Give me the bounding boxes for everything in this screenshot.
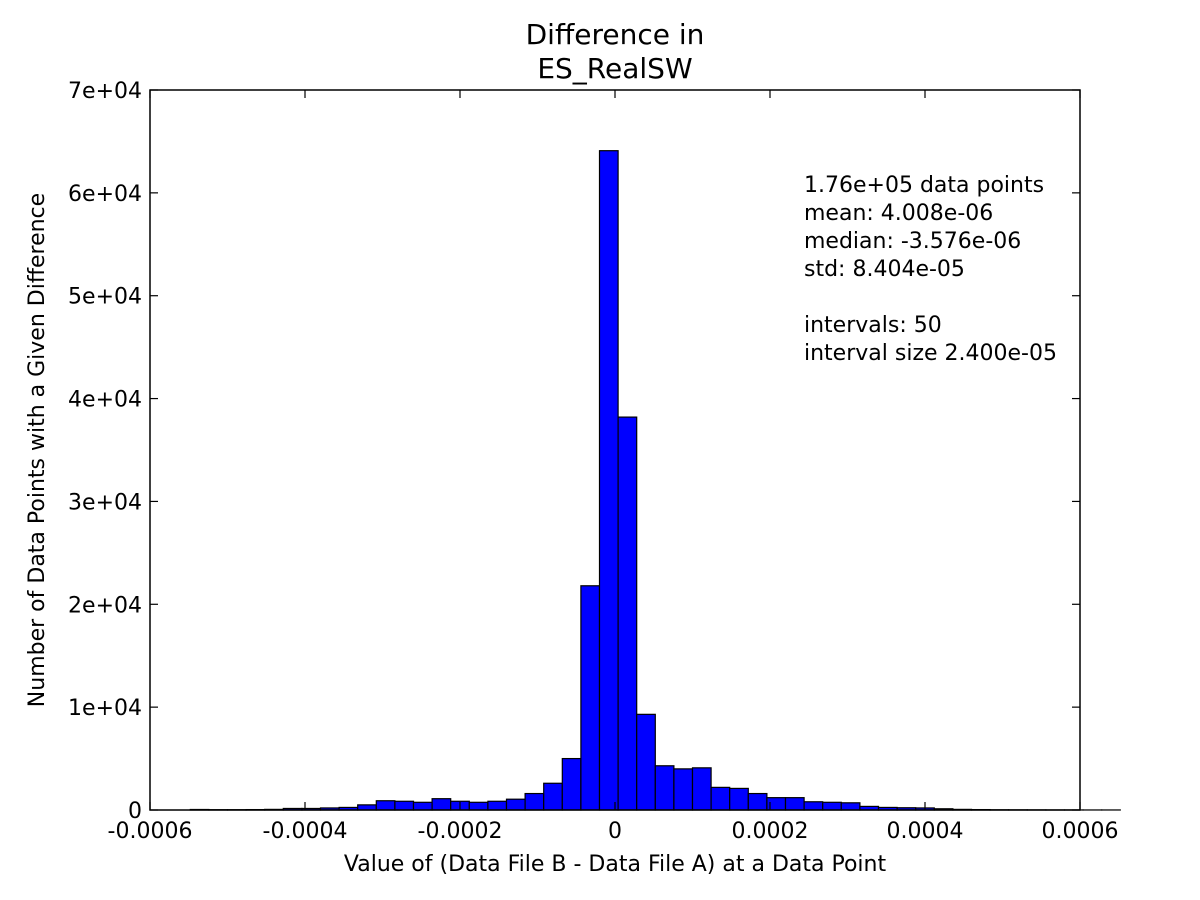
x-tick-label: -0.0006: [108, 819, 193, 844]
stat-interval-size: interval size 2.400e-05: [804, 341, 1057, 366]
stat-data-points: 1.76e+05 data points: [804, 173, 1044, 198]
y-tick-label: 1e+04: [68, 696, 142, 721]
x-tick-label: 0: [608, 819, 622, 844]
x-tick-label: 0.0006: [1042, 819, 1119, 844]
axis-tick-labels: -0.0006 -0.0004 -0.0002 0 0.0002 0.0004 0.0006…: [68, 79, 1118, 844]
stat-std: std: 8.404e-05: [804, 257, 965, 282]
histogram-bar: [822, 801, 842, 811]
histogram-bar: [803, 801, 824, 811]
histogram-bar: [654, 765, 675, 811]
histogram-bar: [580, 585, 601, 811]
histogram-bar: [691, 767, 712, 811]
histogram-bar: [468, 801, 489, 811]
y-tick-label: 5e+04: [68, 285, 142, 310]
histogram-bar: [598, 150, 619, 811]
histogram-bar: [543, 782, 563, 811]
histogram-bar: [375, 800, 396, 811]
histogram-bar: [673, 768, 694, 811]
histogram-bar: [394, 800, 415, 811]
histogram-bar: [505, 798, 526, 811]
axis-ticks: [149, 89, 1081, 811]
histogram-bar: [357, 804, 377, 811]
histogram-bar: [617, 416, 638, 811]
x-tick-label: 0.0002: [732, 819, 809, 844]
y-tick-label: 2e+04: [68, 593, 142, 618]
y-tick-label: 6e+04: [68, 182, 142, 207]
stats-annotation: 1.76e+05 data points mean: 4.008e-06 med…: [804, 173, 1057, 366]
y-axis-label: Number of Data Points with a Given Diffe…: [25, 193, 50, 707]
histogram-bar: [431, 798, 452, 811]
x-tick-label: 0.0004: [887, 819, 964, 844]
y-tick-label: 4e+04: [68, 388, 142, 413]
histogram-bar: [561, 757, 582, 811]
y-tick-label: 7e+04: [68, 79, 142, 104]
histogram-bar: [412, 801, 433, 811]
stat-median: median: -3.576e-06: [804, 229, 1021, 254]
x-tick-label: -0.0002: [418, 819, 503, 844]
histogram-bar: [636, 713, 656, 811]
histogram-bar: [487, 800, 508, 811]
x-tick-label: -0.0004: [263, 819, 348, 844]
histogram-bar: [784, 797, 805, 811]
histogram-bar: [747, 792, 768, 811]
histogram-bar: [840, 802, 861, 811]
stat-intervals: intervals: 50: [804, 313, 942, 338]
stat-mean: mean: 4.008e-06: [804, 201, 993, 226]
chart-title-line-2: ES_RealSW: [537, 52, 692, 85]
histogram-bar: [729, 787, 749, 811]
chart-title-line-1: Difference in: [526, 18, 705, 51]
histogram-bar: [524, 792, 545, 811]
y-tick-label: 3e+04: [68, 490, 142, 515]
y-tick-label: 0: [128, 799, 142, 824]
histogram-bar: [710, 786, 731, 811]
x-axis-label: Value of (Data File B - Data File A) at …: [344, 852, 887, 877]
